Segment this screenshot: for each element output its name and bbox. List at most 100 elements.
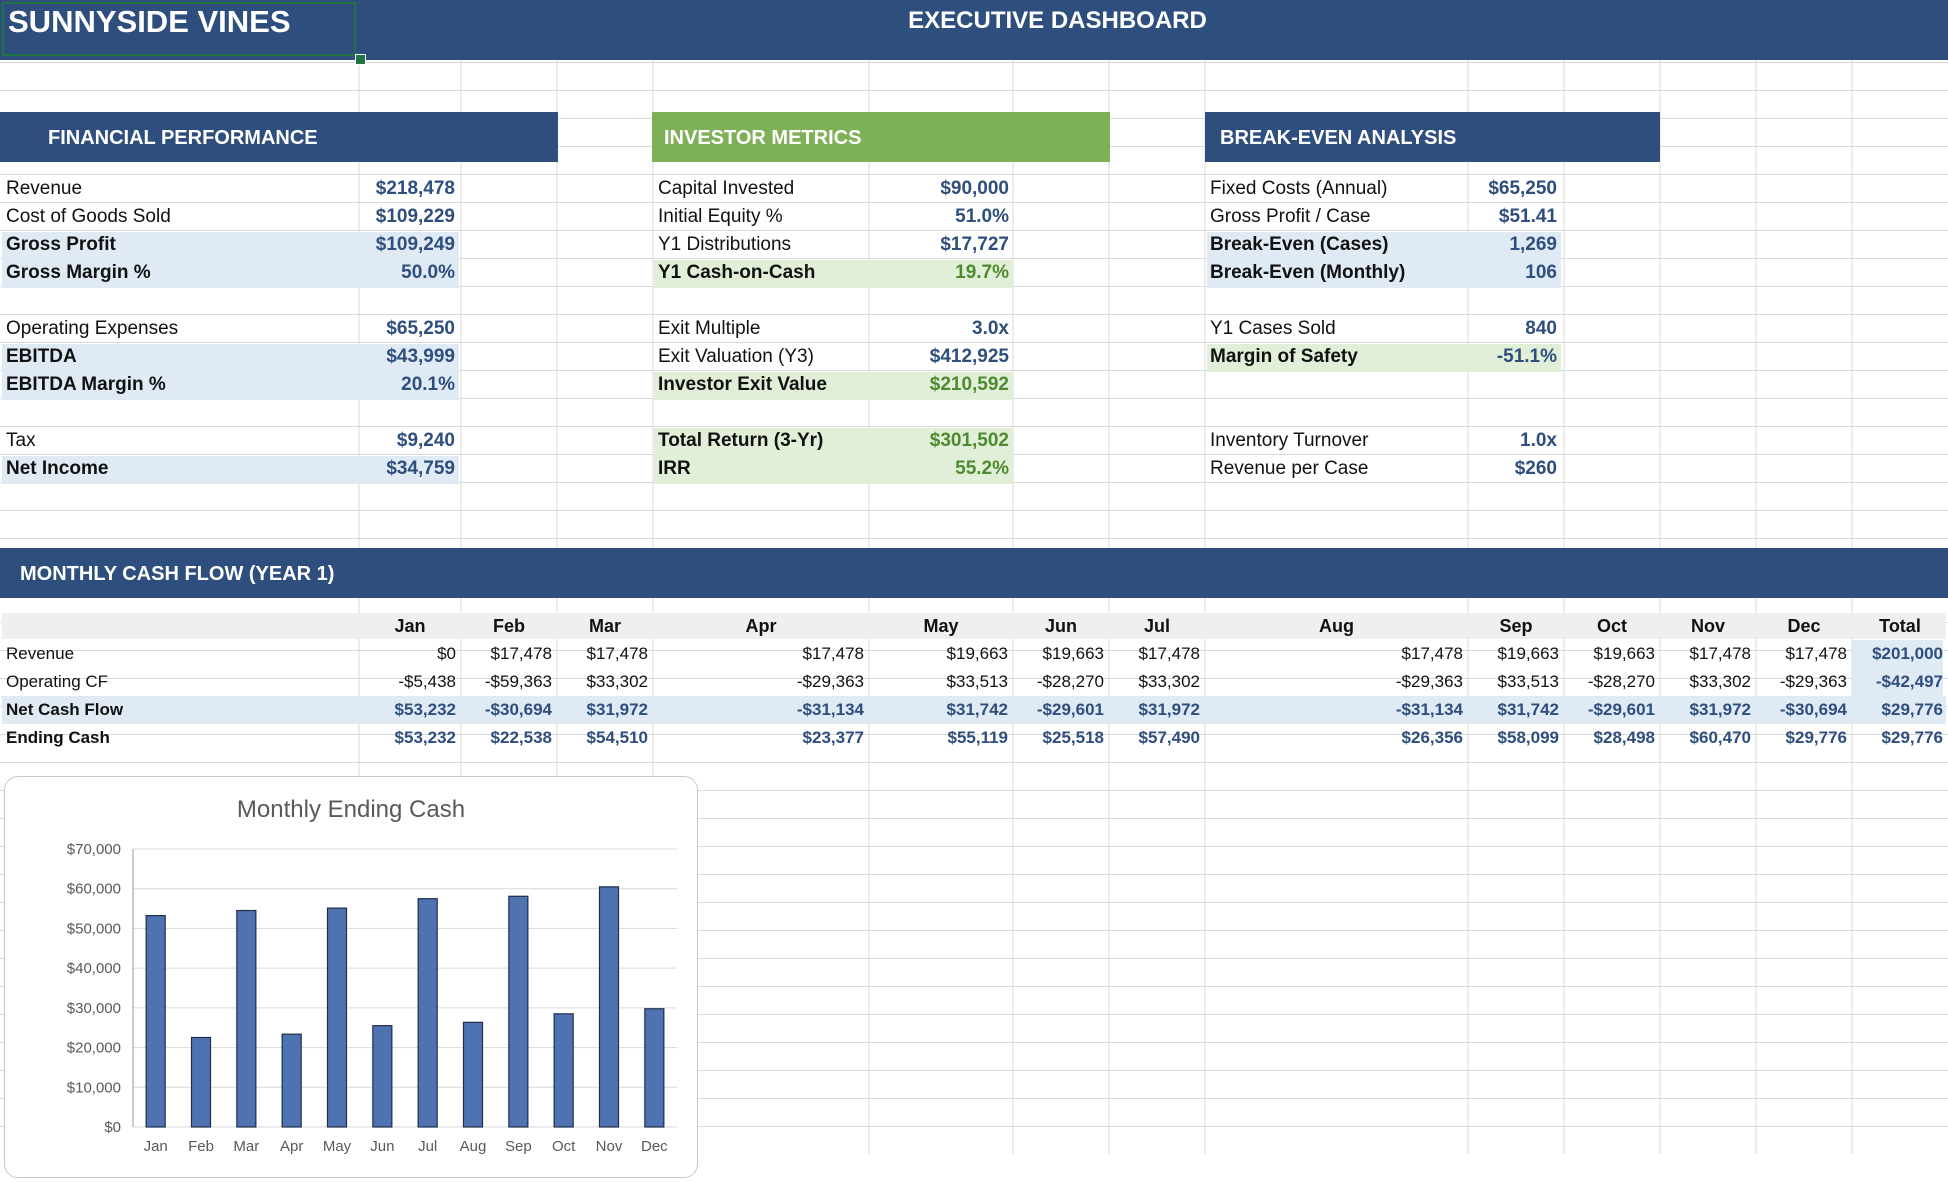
- inv-value[interactable]: $412,925: [929, 346, 1009, 367]
- chart-bar-mar: [236, 909, 257, 1128]
- cashflow-cell[interactable]: $57,490: [1138, 728, 1200, 747]
- cashflow-cell[interactable]: $31,972: [586, 700, 648, 719]
- cashflow-row-label: Ending Cash: [6, 728, 110, 747]
- cashflow-cell[interactable]: $19,663: [1497, 644, 1559, 663]
- cashflow-cell[interactable]: -$5,438: [398, 672, 456, 691]
- cashflow-total-cell[interactable]: $29,776: [1881, 700, 1943, 719]
- fin-value[interactable]: $34,759: [386, 458, 455, 479]
- cashflow-cell[interactable]: $26,356: [1401, 728, 1463, 747]
- cashflow-cell[interactable]: $58,099: [1497, 728, 1559, 747]
- fin-value[interactable]: $65,250: [386, 318, 455, 339]
- fill-handle[interactable]: [355, 54, 366, 65]
- inv-label: Exit Multiple: [658, 318, 761, 339]
- be-value[interactable]: -51.1%: [1496, 346, 1557, 367]
- chart-canvas: Monthly Ending Cash $0 $10,000 $20,000 $30,0…: [67, 796, 677, 1155]
- cashflow-total-cell[interactable]: -$42,497: [1852, 668, 1943, 696]
- cashflow-cell[interactable]: -$29,601: [1036, 700, 1104, 719]
- be-value[interactable]: $51.41: [1498, 206, 1557, 227]
- fin-value[interactable]: $9,240: [396, 430, 455, 451]
- cashflow-cell[interactable]: $60,470: [1689, 728, 1751, 747]
- inv-label: Initial Equity %: [658, 206, 783, 227]
- fin-value[interactable]: $109,249: [375, 234, 455, 255]
- x-tick-label: Jun: [370, 1138, 394, 1155]
- cashflow-cell[interactable]: $53,232: [394, 700, 456, 719]
- inv-value[interactable]: 51.0%: [955, 206, 1009, 227]
- cashflow-cell[interactable]: $17,478: [1689, 644, 1751, 663]
- cashflow-cell[interactable]: $19,663: [946, 644, 1008, 663]
- fin-value[interactable]: $43,999: [386, 346, 455, 367]
- cashflow-cell[interactable]: $19,663: [1042, 644, 1104, 663]
- cashflow-cell[interactable]: $31,742: [1497, 700, 1559, 719]
- cashflow-cell[interactable]: $23,377: [802, 728, 864, 747]
- cashflow-cell[interactable]: -$29,601: [1587, 700, 1655, 719]
- cashflow-cell[interactable]: $54,510: [586, 728, 648, 747]
- inv-value[interactable]: 19.7%: [955, 262, 1009, 283]
- cashflow-cell[interactable]: $17,478: [1785, 644, 1847, 663]
- investor-header: [652, 112, 1110, 162]
- exit-value-row-fill: [654, 372, 1013, 400]
- cashflow-cell[interactable]: $17,478: [490, 644, 552, 663]
- chart-bar-apr: [281, 1033, 302, 1128]
- be-value[interactable]: 1,269: [1509, 234, 1557, 255]
- cashflow-cell[interactable]: $53,232: [394, 728, 456, 747]
- fin-value[interactable]: 50.0%: [401, 262, 455, 283]
- cashflow-cell[interactable]: $31,972: [1689, 700, 1751, 719]
- cashflow-cell[interactable]: -$31,134: [796, 700, 864, 719]
- cashflow-cell[interactable]: $29,776: [1785, 728, 1847, 747]
- cashflow-cell[interactable]: -$30,694: [484, 700, 552, 719]
- inv-value[interactable]: $90,000: [940, 178, 1009, 199]
- month-header: Oct: [1596, 616, 1627, 636]
- inv-value[interactable]: 3.0x: [972, 318, 1009, 339]
- inv-value[interactable]: $210,592: [929, 374, 1009, 395]
- cashflow-cell[interactable]: $17,478: [802, 644, 864, 663]
- be-value[interactable]: 840: [1525, 318, 1557, 339]
- cashflow-cell[interactable]: $28,498: [1593, 728, 1655, 747]
- cashflow-cell[interactable]: $31,742: [946, 700, 1008, 719]
- cashflow-cell[interactable]: $31,972: [1138, 700, 1200, 719]
- fin-value[interactable]: $218,478: [375, 178, 455, 199]
- fin-value[interactable]: 20.1%: [401, 374, 455, 395]
- chart-bar-may: [326, 907, 348, 1128]
- cashflow-cell[interactable]: -$29,363: [1395, 672, 1463, 691]
- cashflow-cell[interactable]: $33,513: [946, 672, 1008, 691]
- cashflow-cell[interactable]: -$31,134: [1395, 700, 1463, 719]
- fin-value[interactable]: $109,229: [375, 206, 455, 227]
- cashflow-total-cell[interactable]: $201,000: [1852, 640, 1943, 668]
- y-tick-label: $0: [104, 1119, 121, 1136]
- ending-cash-chart[interactable]: Monthly Ending Cash $0 $10,000 $20,000 $30,0…: [4, 776, 698, 1178]
- cashflow-cell[interactable]: -$29,363: [1779, 672, 1847, 691]
- cashflow-cell[interactable]: $25,518: [1042, 728, 1104, 747]
- fin-label: Net Income: [6, 458, 109, 479]
- selected-cell[interactable]: [2, 2, 356, 56]
- y-tick-label: $40,000: [67, 960, 121, 977]
- cashflow-cell[interactable]: $33,302: [586, 672, 648, 691]
- be-value[interactable]: 106: [1525, 262, 1557, 283]
- be-label: Break-Even (Monthly): [1210, 262, 1406, 283]
- be-value[interactable]: $65,250: [1488, 178, 1557, 199]
- cashflow-cell[interactable]: $0: [437, 644, 456, 663]
- cashflow-cell[interactable]: -$28,270: [1036, 672, 1104, 691]
- cashflow-cell[interactable]: $33,302: [1138, 672, 1200, 691]
- y-tick-label: $60,000: [67, 881, 121, 898]
- cashflow-cell[interactable]: -$29,363: [796, 672, 864, 691]
- inv-value[interactable]: 55.2%: [955, 458, 1009, 479]
- cashflow-cell[interactable]: -$59,363: [484, 672, 552, 691]
- cashflow-cell[interactable]: $17,478: [586, 644, 648, 663]
- be-value[interactable]: $260: [1514, 458, 1557, 479]
- cashflow-cell[interactable]: $55,119: [947, 728, 1008, 747]
- cashflow-cell[interactable]: $22,538: [490, 728, 552, 747]
- cashflow-cell[interactable]: $33,513: [1497, 672, 1559, 691]
- cashflow-cell[interactable]: -$28,270: [1587, 672, 1655, 691]
- cashflow-cell[interactable]: $17,478: [1401, 644, 1463, 663]
- inv-value[interactable]: $301,502: [929, 430, 1009, 451]
- month-header: Sep: [1499, 616, 1533, 636]
- cashflow-cell[interactable]: $33,302: [1689, 672, 1751, 691]
- cashflow-cell[interactable]: $17,478: [1138, 644, 1200, 663]
- inv-value[interactable]: $17,727: [940, 234, 1009, 255]
- cashflow-cell[interactable]: -$30,694: [1779, 700, 1847, 719]
- cashflow-total-cell[interactable]: $29,776: [1881, 728, 1943, 747]
- be-value[interactable]: 1.0x: [1520, 430, 1557, 451]
- cashflow-cell[interactable]: $19,663: [1593, 644, 1655, 663]
- financial-header: [0, 112, 558, 162]
- company-title: SUNNYSIDE VINES: [8, 4, 291, 39]
